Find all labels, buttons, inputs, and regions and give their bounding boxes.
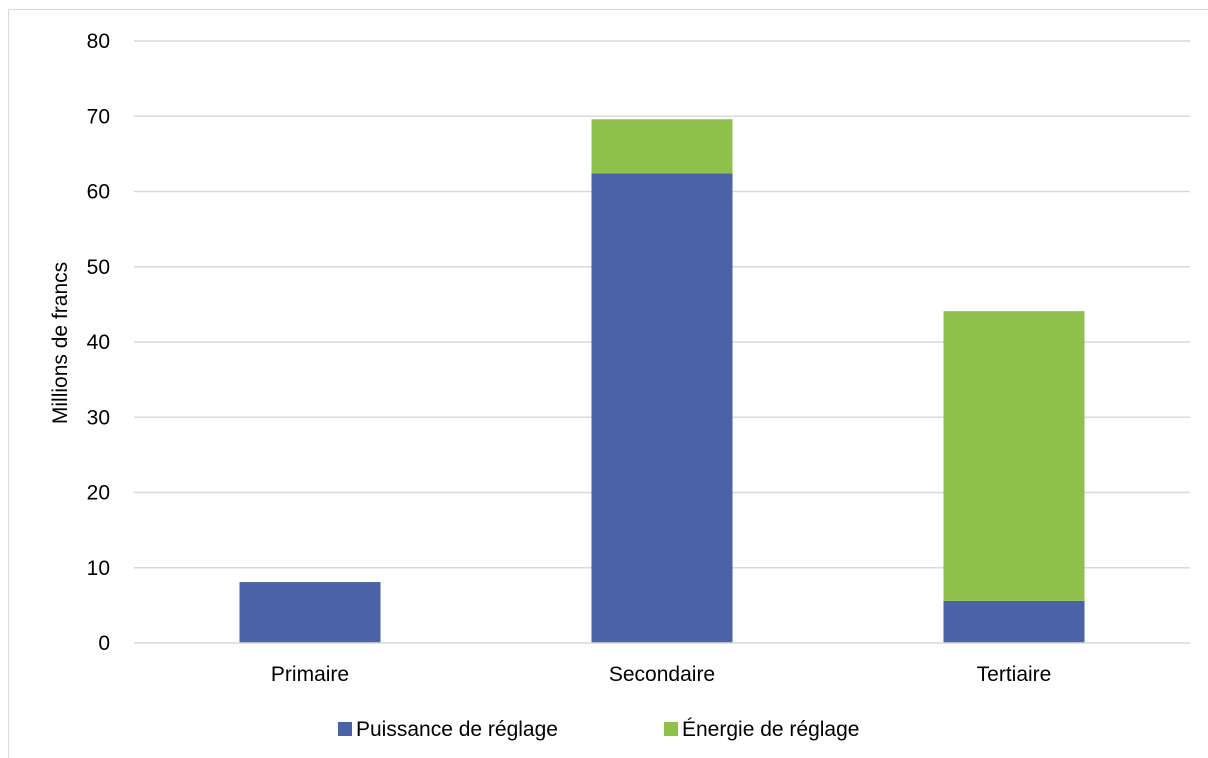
legend: Puissance de réglage Énergie de réglage [338,718,859,741]
legend-label: Énergie de réglage [682,718,859,741]
x-tick-label: Tertiaire [977,663,1052,686]
chart-border-left [8,9,9,758]
legend-label: Puissance de réglage [356,718,558,741]
bar-energie-tertiaire [943,311,1085,601]
bars [239,119,1085,643]
y-axis-title: Millions de francs [49,262,72,424]
bar-energie-secondaire [591,119,733,174]
x-tick-labels: Primaire Secondaire Tertiaire [271,663,1051,686]
y-tick-label: 0 [98,632,110,655]
bar-puissance-tertiaire [943,600,1085,643]
y-tick-label: 60 [87,181,110,204]
legend-swatch [664,722,678,736]
x-tick-label: Primaire [271,663,349,686]
y-tick-label: 30 [87,406,110,429]
y-tick-label: 80 [87,30,110,53]
y-tick-label: 10 [87,557,110,580]
bar-puissance-primaire [239,582,381,643]
y-tick-label: 40 [87,331,110,354]
y-tick-labels: 0 10 20 30 40 50 60 70 80 [87,30,110,655]
y-tick-label: 50 [87,256,110,279]
bar-puissance-secondaire [591,173,733,643]
chart-border-top [8,9,1208,10]
y-tick-label: 70 [87,105,110,128]
legend-swatch [338,722,352,736]
y-tick-label: 20 [87,482,110,505]
x-tick-label: Secondaire [609,663,715,686]
